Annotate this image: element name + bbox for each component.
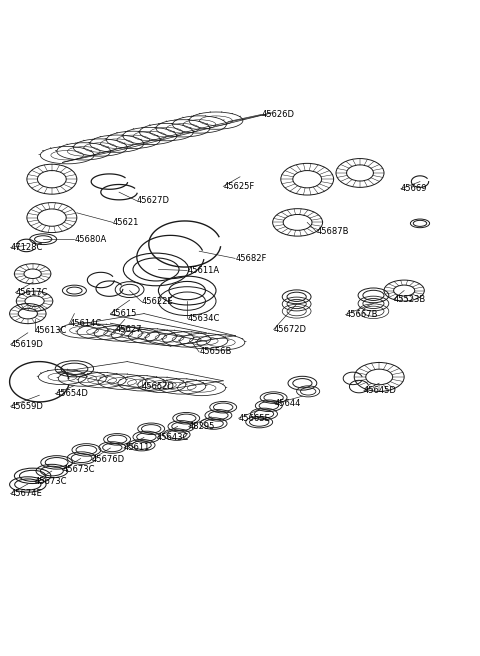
Text: 45611: 45611 <box>124 443 150 453</box>
Text: 45613C: 45613C <box>35 327 67 335</box>
Text: 45669: 45669 <box>401 184 427 194</box>
Text: 45611A: 45611A <box>187 266 219 275</box>
Text: 45614C: 45614C <box>70 319 102 328</box>
Text: 45619D: 45619D <box>11 340 43 349</box>
Text: 45673C: 45673C <box>35 477 67 486</box>
Text: 45687B: 45687B <box>317 228 349 237</box>
Text: 48295: 48295 <box>189 422 215 431</box>
Text: 45617C: 45617C <box>15 288 48 297</box>
Text: 45627D: 45627D <box>137 196 170 205</box>
Text: 45682F: 45682F <box>235 254 266 263</box>
Text: 45672D: 45672D <box>274 325 307 334</box>
Text: 45523B: 45523B <box>394 295 426 304</box>
Text: 45615: 45615 <box>110 309 137 318</box>
Text: 45644: 45644 <box>275 400 301 408</box>
Text: 45634C: 45634C <box>187 314 219 323</box>
Text: 45680A: 45680A <box>74 235 107 243</box>
Text: 45645D: 45645D <box>364 386 396 395</box>
Text: 45667B: 45667B <box>346 310 378 319</box>
Text: 45627: 45627 <box>115 325 142 335</box>
Text: 45652D: 45652D <box>142 382 174 391</box>
Text: 45625F: 45625F <box>223 182 254 191</box>
Text: 45659D: 45659D <box>11 401 43 411</box>
Text: 45654D: 45654D <box>55 389 88 398</box>
Text: 45626D: 45626D <box>262 110 295 119</box>
Text: 45676D: 45676D <box>92 455 125 464</box>
Text: 45665E: 45665E <box>239 414 270 422</box>
Text: 47128C: 47128C <box>11 243 43 252</box>
Text: 45622E: 45622E <box>142 297 173 306</box>
Text: 45674E: 45674E <box>11 489 42 498</box>
Text: 45673C: 45673C <box>62 465 95 474</box>
Text: 45643C: 45643C <box>157 433 189 442</box>
Text: 45656B: 45656B <box>199 348 231 356</box>
Text: 45621: 45621 <box>113 218 139 227</box>
